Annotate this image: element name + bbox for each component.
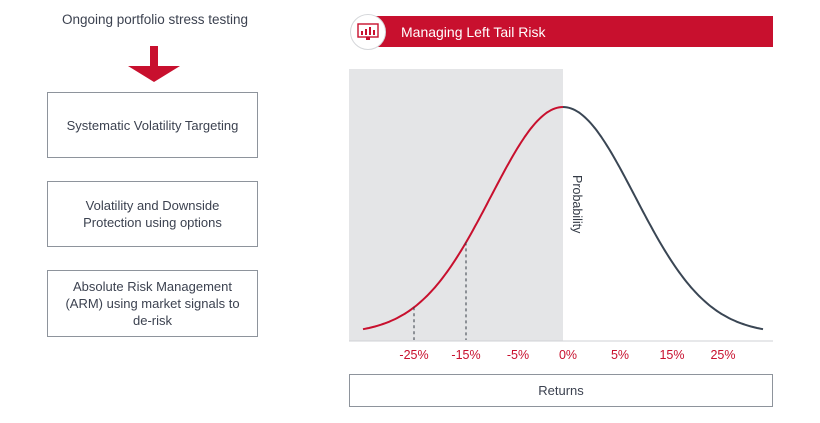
- right-tail-curve: [562, 106, 764, 331]
- x-tick-label: 25%: [710, 348, 735, 362]
- x-tick-label: 5%: [611, 348, 629, 362]
- y-axis-label: Probability: [570, 175, 584, 234]
- x-tick-label: -25%: [399, 348, 428, 362]
- x-tick-label: 0%: [559, 348, 577, 362]
- chart-title-banner: Managing Left Tail Risk: [366, 16, 773, 47]
- down-arrow-icon: [128, 46, 180, 82]
- box-label: Absolute Risk Management (ARM) using mar…: [65, 279, 240, 328]
- x-tick-label: -15%: [451, 348, 480, 362]
- x-tick-label: -5%: [507, 348, 529, 362]
- volatility-targeting-box: Systematic Volatility Targeting: [47, 92, 258, 158]
- x-axis-label: Returns: [538, 383, 584, 398]
- x-axis-label-box: Returns: [349, 374, 773, 407]
- left-tail-shaded-region: [349, 69, 563, 341]
- x-tick-label: 15%: [659, 348, 684, 362]
- box-label: Volatility and Downside Protection using…: [83, 198, 222, 230]
- box-label: Systematic Volatility Targeting: [66, 117, 239, 133]
- absolute-risk-management-box: Absolute Risk Management (ARM) using mar…: [47, 270, 258, 337]
- downside-protection-box: Volatility and Downside Protection using…: [47, 181, 258, 247]
- chart-title: Managing Left Tail Risk: [401, 23, 546, 40]
- stress-testing-heading: Ongoing portfolio stress testing: [61, 12, 249, 27]
- bar-chart-monitor-icon: [350, 14, 386, 50]
- left-tail-curve: [362, 106, 564, 331]
